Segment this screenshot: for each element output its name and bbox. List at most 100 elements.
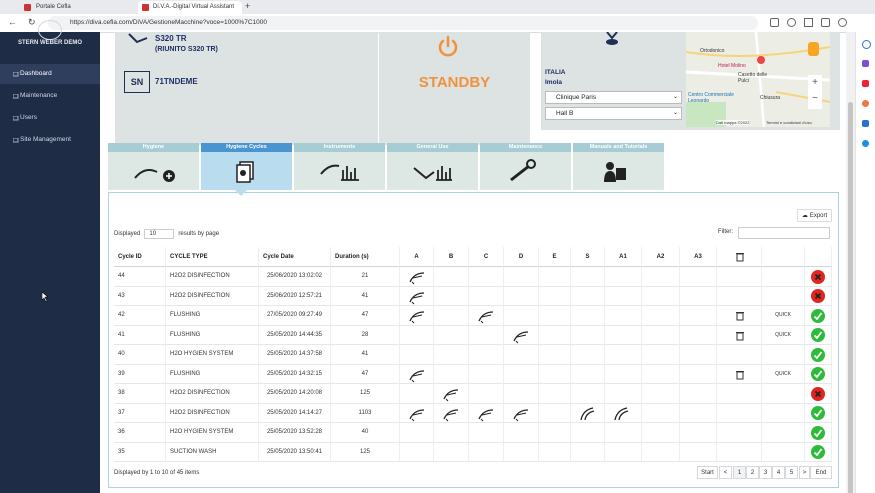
page-size-select[interactable]: 10: [144, 229, 175, 239]
page-size-prefix: Displayed: [114, 231, 141, 237]
icon-cell: [805, 286, 832, 306]
icon-cell: [504, 306, 539, 326]
icon-cell: [400, 306, 434, 326]
menu-item[interactable]: Users: [20, 114, 37, 121]
page-button[interactable]: End: [810, 466, 832, 479]
icon-cell: [680, 306, 717, 326]
instrument-icon: [478, 311, 494, 324]
icon-cell: [680, 403, 717, 423]
icon-cell: [469, 423, 504, 443]
new-tab[interactable]: +: [245, 1, 251, 11]
zoom-controls[interactable]: + −: [808, 75, 822, 109]
table-cell: 25/05/2020 14:20:08: [259, 384, 331, 404]
table-cell: H2O2 DISINFECTION: [166, 267, 259, 287]
table-cell: 21: [331, 267, 400, 287]
footer-info: Displayed by 1 to 10 of 45 items: [114, 470, 200, 476]
export-button[interactable]: ☁ Export: [797, 209, 832, 222]
page-button[interactable]: 5: [785, 466, 798, 479]
menu-item[interactable]: Site Management: [20, 136, 71, 143]
tab-icon: [412, 166, 452, 181]
table-cell: 41: [331, 345, 400, 365]
icon-cell: [469, 306, 504, 326]
browser-tab-active[interactable]: Di.V.A.-Digital Virtual Assistant: [138, 1, 242, 14]
clinic: Clinique Paris: [556, 94, 597, 101]
icon-cell: [571, 325, 605, 345]
table-cell: 41: [114, 325, 166, 345]
icon-cell[interactable]: QUICK: [762, 364, 805, 384]
icon-cell[interactable]: QUICK: [762, 306, 805, 326]
icon-cell: [805, 306, 832, 326]
icon-cell: [434, 423, 469, 443]
icon-cell: [504, 384, 539, 404]
address-bar[interactable]: https://diva.cefla.com/DiVA/GestioneMacc…: [48, 16, 758, 30]
icon-cell: [642, 403, 680, 423]
trash-icon: [736, 370, 744, 379]
tab-label: Instruments: [294, 143, 385, 152]
page-button[interactable]: 3: [759, 466, 772, 479]
map-terms[interactable]: Termini e condizioni d'uso: [766, 120, 812, 125]
instrument-icon: [443, 408, 459, 421]
function-tab[interactable]: General Use: [387, 143, 478, 190]
icon-cell: [642, 345, 680, 365]
scrollbar[interactable]: [846, 32, 855, 493]
icon-cell: [469, 325, 504, 345]
icon-cell[interactable]: QUICK: [762, 325, 805, 345]
logo: [38, 20, 62, 40]
icon-cell: [469, 403, 504, 423]
status-icon: [811, 347, 825, 362]
page-button[interactable]: 4: [772, 466, 785, 479]
icon-cell: [805, 325, 832, 345]
icon-cell: [680, 442, 717, 462]
status-icon: [811, 425, 825, 440]
icon-cell: [762, 384, 805, 404]
icon-cell: [504, 286, 539, 306]
page-button[interactable]: 1: [733, 466, 746, 479]
map[interactable]: Ortodonico Hotel Molino Casetto delle Pu…: [686, 32, 830, 127]
toolbar: ← ↻ https://diva.cefla.com/DiVA/Gestione…: [0, 14, 875, 33]
status-icon: [811, 367, 825, 381]
browser-tab[interactable]: Portale Cefla: [20, 1, 132, 14]
power-icon: [438, 35, 458, 57]
tab-label: General Use: [387, 143, 478, 152]
tab-label: Hygiene Cycles: [201, 143, 292, 152]
icon-cell: [571, 286, 605, 306]
clinic-select[interactable]: Clinique Paris ⌄: [545, 91, 682, 104]
icon-cell: [717, 306, 762, 326]
icon-cell: [717, 325, 762, 345]
filter-input[interactable]: [738, 227, 830, 239]
room-select[interactable]: Hall B ⌄: [545, 107, 682, 120]
instrument-icon: [409, 311, 425, 324]
map-label: Hotel Molino: [718, 63, 746, 69]
reload[interactable]: ↻: [28, 17, 36, 27]
tab-title: Di.V.A.-Digital Virtual Assistant: [153, 4, 235, 10]
function-tab[interactable]: Hygiene: [108, 143, 199, 190]
column-header: [717, 247, 762, 267]
menu-item[interactable]: Dashboard: [0, 64, 100, 84]
pegman[interactable]: [808, 42, 819, 56]
page-button[interactable]: <: [719, 466, 732, 479]
country: ITALIA: [545, 69, 566, 76]
menu-icon: [13, 138, 19, 143]
instrument-icon: [580, 406, 595, 420]
function-tab[interactable]: Hygiene Cycles: [201, 143, 292, 190]
icon-cell: [605, 306, 642, 326]
instrument-icon: [614, 406, 629, 420]
page-button[interactable]: 2: [746, 466, 759, 479]
instrument-icon: [443, 389, 459, 402]
icon-cell: [504, 325, 539, 345]
icon-cell: [762, 267, 805, 287]
icon-cell: [605, 286, 642, 306]
function-tab[interactable]: Maintenance: [480, 143, 571, 190]
function-tab[interactable]: Instruments: [294, 143, 385, 190]
function-tab[interactable]: Manuals and Tutorials: [573, 143, 664, 190]
menu-item[interactable]: Maintenance: [20, 92, 58, 99]
map-label: Chiusura: [760, 95, 781, 101]
column-header: S: [571, 247, 605, 267]
tab-label: Hygiene: [108, 143, 199, 152]
column-header: C: [469, 247, 504, 267]
back[interactable]: ←: [8, 17, 17, 27]
column-header: CYCLE TYPE: [166, 247, 259, 267]
page-button[interactable]: Start: [697, 466, 718, 479]
map-label: Ortodonico: [700, 48, 725, 54]
page-button[interactable]: >: [799, 466, 810, 479]
